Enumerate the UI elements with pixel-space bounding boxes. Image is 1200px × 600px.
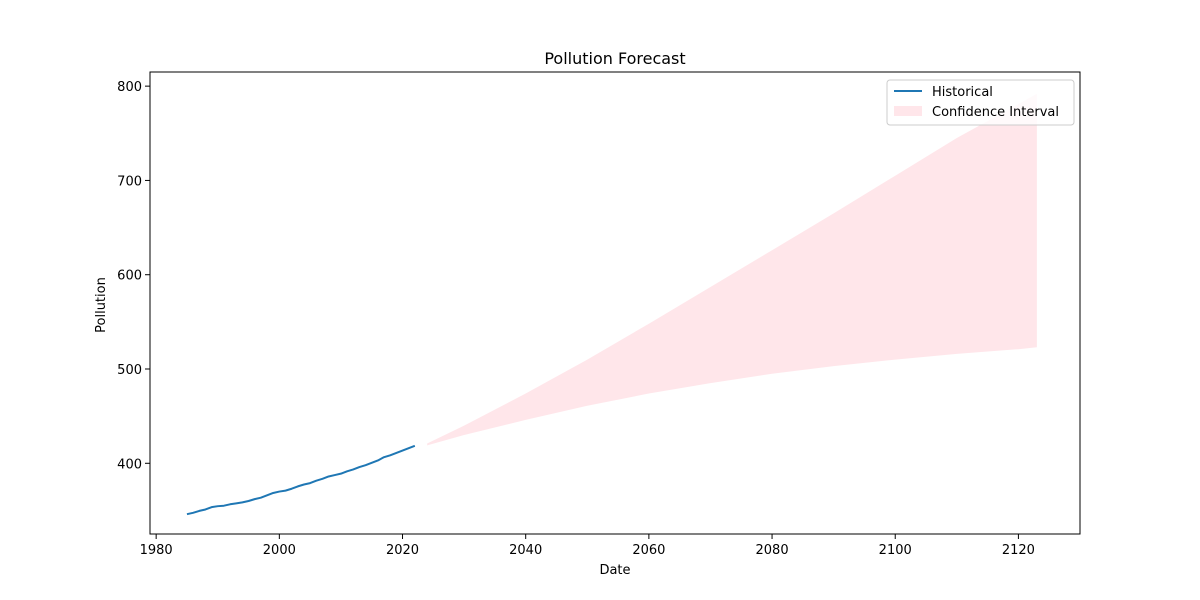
y-axis-label: Pollution xyxy=(94,277,109,333)
y-tick-label: 700 xyxy=(117,174,142,189)
y-tick-label: 500 xyxy=(117,363,142,378)
plot-area: 1980 2000 2020 2040 2060 2080 2100 2120 400 500 60… xyxy=(117,71,1081,558)
x-tick-label: 2040 xyxy=(509,543,542,558)
historical-line xyxy=(186,444,416,516)
legend-historical-label: Historical xyxy=(932,85,993,100)
x-tick-label: 1980 xyxy=(140,543,173,558)
legend-confidence-swatch xyxy=(894,106,922,116)
x-tick-label: 2080 xyxy=(756,543,789,558)
axes-frame xyxy=(149,71,1081,535)
legend: Historical Confidence Interval xyxy=(886,79,1075,126)
y-tick-label: 600 xyxy=(117,269,142,284)
x-tick-label: 2020 xyxy=(386,543,419,558)
legend-frame xyxy=(886,79,1075,126)
x-axis-label: Date xyxy=(599,563,630,578)
y-tick-label: 800 xyxy=(117,80,142,95)
legend-confidence-label: Confidence Interval xyxy=(932,105,1059,120)
x-tick-label: 2060 xyxy=(632,543,665,558)
x-tick-label: 2000 xyxy=(263,543,296,558)
x-tick-label: 2120 xyxy=(1002,543,1035,558)
y-tick-label: 400 xyxy=(117,457,142,472)
chart-title: Pollution Forecast xyxy=(544,49,685,68)
confidence-interval-area xyxy=(427,93,1037,446)
x-tick-label: 2100 xyxy=(879,543,912,558)
